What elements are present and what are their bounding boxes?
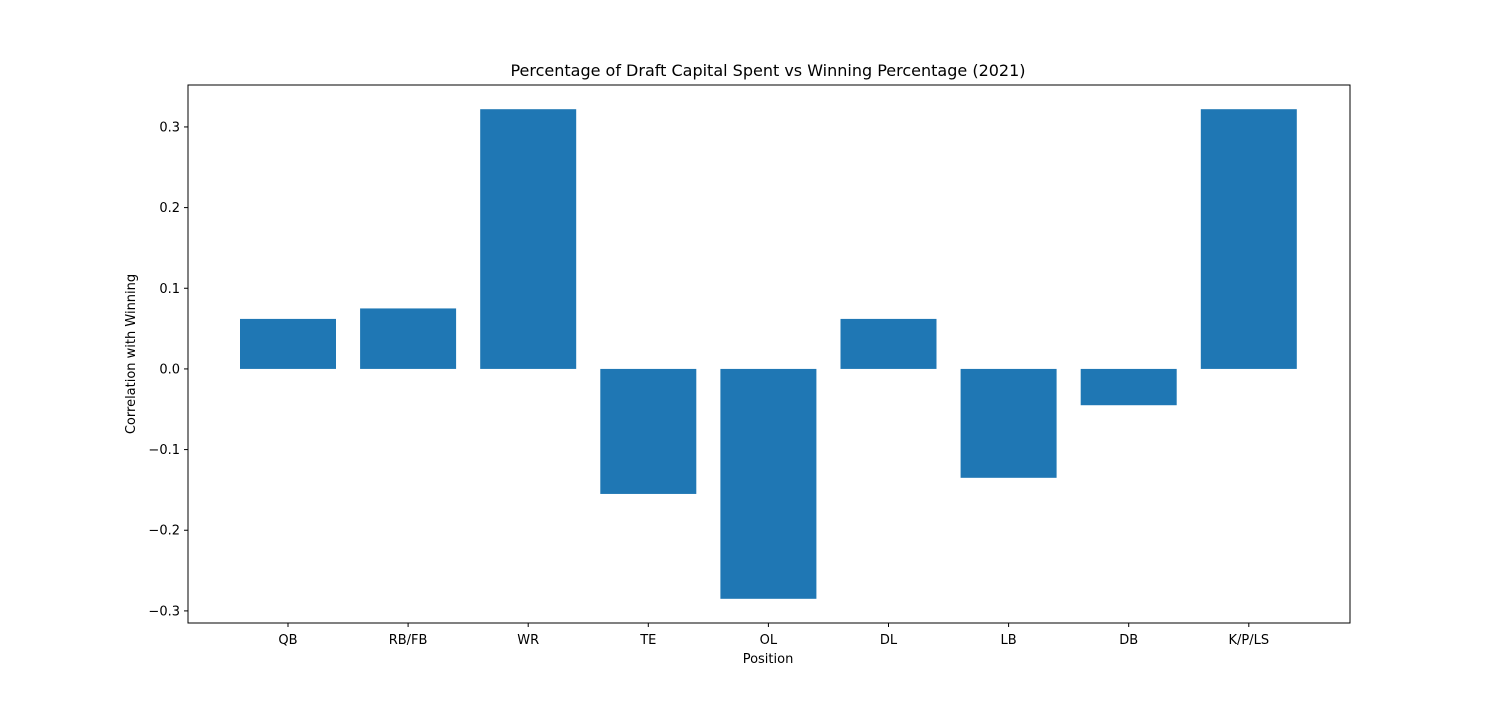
bar-db [1080, 368, 1177, 406]
x-tick-label: DB [1119, 633, 1138, 648]
y-tick-label: −0.1 [148, 443, 180, 458]
x-tick-label: K/P/LS [1228, 633, 1269, 648]
chart-title: Percentage of Draft Capital Spent vs Win… [510, 61, 1025, 80]
x-tick-label: TE [639, 633, 656, 648]
y-tick-label: 0.3 [159, 120, 180, 135]
x-axis-label: Position [743, 652, 794, 667]
bar-dl [840, 318, 937, 369]
x-tick-label: DL [880, 633, 898, 648]
bar-rb-fb [360, 308, 457, 369]
bar-lb [960, 368, 1057, 478]
y-tick-label: 0.0 [159, 362, 180, 377]
bar-te [600, 368, 697, 494]
x-tick-label: WR [517, 633, 539, 648]
x-tick-label: LB [1001, 633, 1017, 648]
axes-layer: QB RB/FB WR TE OL DL LB DB K/P/LS −0.3 −0.2 −0.1 0.0… [148, 84, 1351, 648]
y-tick-label: −0.2 [148, 524, 180, 539]
plot-frame [187, 84, 1351, 624]
x-tick-label: RB/FB [389, 633, 428, 648]
x-tick-label: QB [278, 633, 297, 648]
bar-wr [480, 109, 577, 369]
y-tick-label: 0.2 [159, 201, 180, 216]
x-tick-label: OL [760, 633, 778, 648]
y-tick-label: −0.3 [148, 604, 180, 619]
bar-k-p-ls [1200, 109, 1297, 369]
y-axis-label: Correlation with Winning [124, 274, 139, 434]
bars-layer [240, 109, 1297, 599]
bar-ol [720, 368, 817, 599]
bar-qb [240, 318, 336, 369]
y-tick-label: 0.1 [159, 282, 180, 297]
